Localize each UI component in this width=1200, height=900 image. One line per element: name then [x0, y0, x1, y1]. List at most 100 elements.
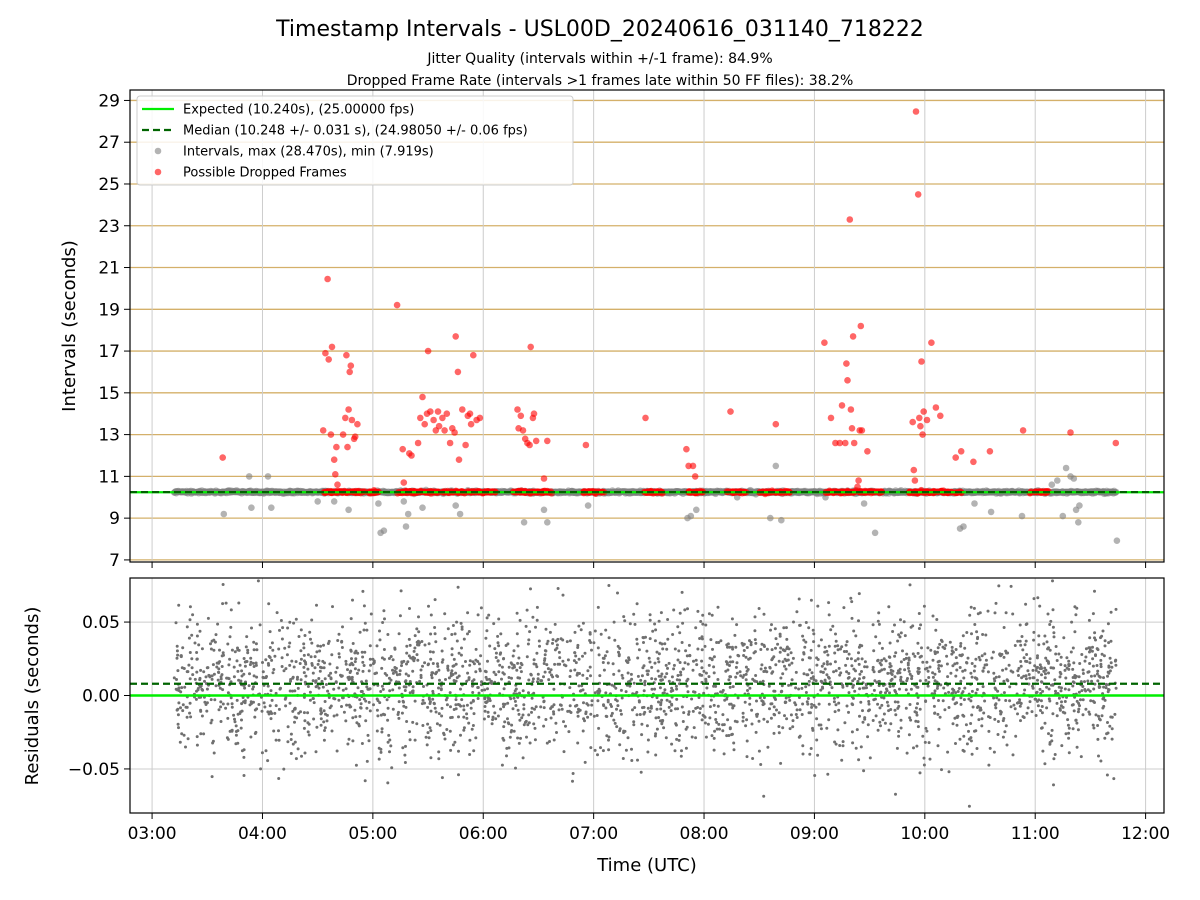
residual-point: [408, 730, 411, 734]
residual-point: [218, 648, 221, 652]
residual-point: [776, 642, 780, 646]
residual-point: [1104, 682, 1108, 686]
residual-point: [636, 656, 640, 660]
residual-point: [441, 658, 445, 662]
residual-point: [544, 718, 548, 721]
residual-point: [350, 657, 353, 661]
residual-point: [382, 609, 386, 613]
residual-point: [534, 705, 538, 709]
residual-point: [533, 707, 536, 711]
residual-point: [221, 583, 225, 586]
residual-point: [768, 707, 771, 711]
residual-point: [1026, 706, 1030, 710]
residual-point: [492, 622, 496, 626]
residual-point: [191, 673, 195, 677]
residual-point: [880, 646, 884, 650]
residual-point: [351, 642, 355, 645]
residual-point: [525, 608, 529, 612]
residual-point: [704, 679, 708, 683]
residual-point: [397, 686, 401, 690]
residual-point: [417, 615, 420, 619]
residual-point: [648, 637, 652, 641]
residual-point: [635, 602, 639, 606]
residual-point: [1103, 639, 1107, 643]
residual-point: [992, 671, 996, 675]
residual-point: [589, 712, 593, 716]
residual-point: [586, 715, 590, 719]
residual-point: [476, 613, 480, 617]
residual-point: [936, 646, 940, 650]
residual-point: [428, 702, 432, 705]
residual-point: [1081, 713, 1085, 717]
residual-point: [677, 649, 681, 653]
residual-point: [826, 772, 830, 776]
residual-point: [583, 651, 587, 655]
residual-point: [857, 592, 861, 596]
residual-point: [867, 700, 871, 703]
residual-point: [272, 668, 276, 671]
residual-point: [289, 752, 293, 755]
residual-point: [836, 648, 840, 652]
residual-point: [299, 678, 303, 682]
interval-outlier-point: [767, 514, 774, 522]
dropped-frame-point: [325, 356, 333, 363]
residual-point: [1043, 721, 1047, 725]
residual-point: [954, 691, 958, 695]
residual-point: [419, 676, 423, 679]
residual-point: [954, 656, 958, 660]
residual-point: [1070, 620, 1074, 624]
interval-outlier-point: [314, 498, 322, 505]
residual-point: [502, 725, 506, 729]
residual-point: [602, 656, 606, 660]
residual-point: [361, 655, 365, 659]
residual-point: [819, 723, 823, 727]
residual-point: [605, 715, 609, 718]
residual-point: [833, 740, 837, 744]
residual-point: [358, 630, 362, 634]
interval-outlier-point: [960, 523, 967, 530]
dropped-frame-point: [909, 418, 916, 426]
residual-point: [590, 699, 594, 703]
residual-point: [592, 641, 596, 645]
residual-point: [936, 744, 940, 748]
residual-point: [576, 741, 580, 745]
dropped-frame-point: [582, 441, 590, 449]
residual-point: [228, 635, 232, 639]
residual-point: [954, 674, 958, 678]
residual-point: [616, 704, 620, 708]
residual-point: [1091, 612, 1095, 616]
residual-point: [428, 650, 432, 654]
residual-point: [341, 696, 344, 700]
dropped-frame-point: [827, 414, 835, 422]
residual-point: [794, 713, 798, 716]
residual-point: [294, 660, 298, 664]
residual-point: [555, 643, 559, 647]
residual-point: [662, 726, 666, 730]
residual-point: [680, 749, 683, 753]
residual-point: [285, 653, 289, 657]
residual-point: [239, 726, 243, 730]
residual-point: [337, 652, 341, 656]
residual-point: [1019, 719, 1022, 723]
residual-point: [777, 711, 781, 715]
residual-point: [640, 733, 644, 737]
residual-point: [415, 653, 419, 657]
residual-point: [1092, 726, 1096, 730]
residual-point: [268, 646, 272, 649]
residual-point: [1057, 652, 1061, 656]
residual-point: [211, 741, 215, 745]
residual-point: [199, 668, 203, 672]
residual-point: [694, 706, 698, 710]
residual-point: [398, 614, 402, 618]
residual-point: [469, 706, 473, 710]
dropped-frame-point: [911, 477, 919, 484]
residual-point: [858, 643, 862, 647]
residual-point: [893, 700, 897, 704]
residual-point: [405, 644, 409, 648]
residual-point: [532, 722, 536, 726]
residual-point: [450, 633, 454, 636]
residual-point: [759, 667, 763, 671]
residual-point: [354, 649, 358, 653]
residual-point: [253, 715, 257, 719]
residual-point: [553, 622, 557, 626]
